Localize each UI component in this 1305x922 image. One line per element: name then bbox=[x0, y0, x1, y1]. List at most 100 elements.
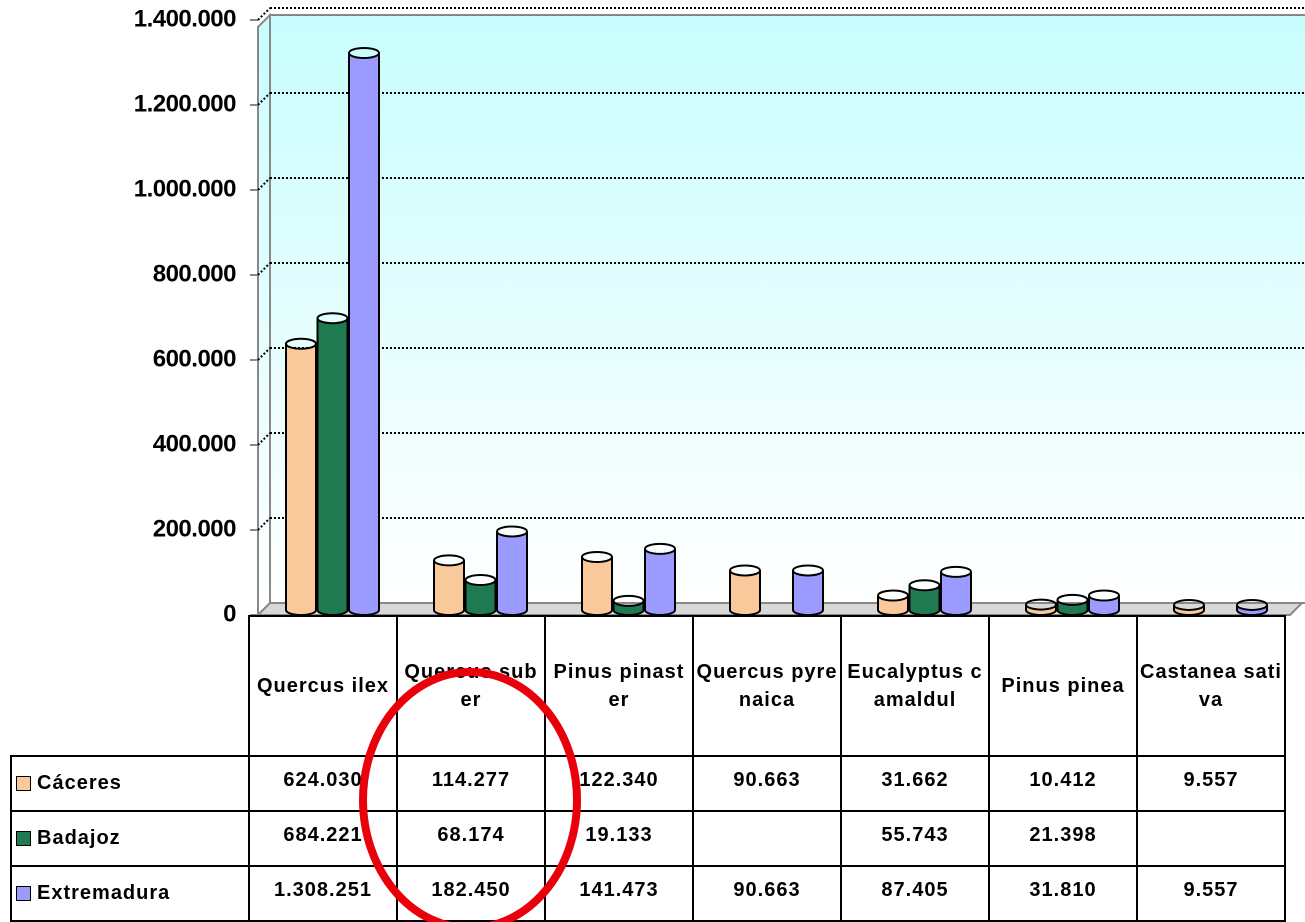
category-header-text: Castanea sativa bbox=[1140, 661, 1282, 711]
bar bbox=[316, 312, 349, 616]
category-header: Eucalyptus camaldul bbox=[840, 615, 990, 757]
bar bbox=[612, 594, 645, 616]
legend-key bbox=[16, 776, 31, 791]
table-value-text: 9.557 bbox=[1183, 769, 1239, 791]
category-header: Castanea sativa bbox=[1136, 615, 1286, 757]
y-tick-label: 600.000 bbox=[153, 345, 236, 372]
category-header: Quercus ilex bbox=[248, 615, 398, 757]
table-value-text: 21.398 bbox=[1029, 824, 1097, 846]
bar bbox=[643, 542, 677, 616]
back-wall bbox=[269, 14, 1305, 604]
legend-entry: Cáceres bbox=[10, 755, 250, 812]
y-tick-label: 1.000.000 bbox=[134, 175, 236, 202]
table-value: 90.663 bbox=[692, 865, 842, 922]
category-header-text: Quercus suber bbox=[404, 661, 538, 711]
legend-entry: Badajoz bbox=[10, 810, 250, 867]
bar bbox=[347, 47, 381, 616]
bar bbox=[495, 525, 529, 616]
table-value: 9.557 bbox=[1136, 865, 1286, 922]
category-header-text: Pinus pinaster bbox=[553, 661, 685, 711]
bar bbox=[432, 554, 466, 616]
y-tick-label: 1.200.000 bbox=[134, 90, 236, 117]
table-value-text: 10.412 bbox=[1029, 769, 1097, 791]
table-value: 87.405 bbox=[840, 865, 990, 922]
table-value-text: 114.277 bbox=[431, 769, 511, 791]
table-value-text: 31.662 bbox=[881, 769, 949, 791]
table-value: 141.473 bbox=[544, 865, 694, 922]
table-value: 624.030 bbox=[248, 755, 398, 812]
grid-line-side bbox=[257, 432, 271, 446]
grid-line-side bbox=[257, 92, 271, 106]
y-tick-label: 200.000 bbox=[153, 515, 236, 542]
y-tick-label: 400.000 bbox=[153, 430, 236, 457]
table-value: 684.221 bbox=[248, 810, 398, 867]
grid-line-side bbox=[257, 7, 271, 21]
table-value-text: 122.340 bbox=[579, 769, 659, 791]
table-value: 19.133 bbox=[544, 810, 694, 867]
table-value-text: 1.308.251 bbox=[274, 879, 372, 901]
bar bbox=[284, 337, 318, 616]
table-value-text: 624.030 bbox=[283, 769, 363, 791]
legend-key bbox=[16, 831, 31, 846]
left-wall bbox=[257, 12, 271, 618]
bar bbox=[1056, 593, 1089, 616]
grid-line-side bbox=[257, 177, 271, 191]
bar bbox=[791, 564, 825, 616]
bar bbox=[728, 564, 762, 616]
legend-entry: Extremadura bbox=[10, 865, 250, 922]
table-value-text: 31.810 bbox=[1029, 879, 1097, 901]
table-value: 10.412 bbox=[988, 755, 1138, 812]
y-tick-label: 1.400.000 bbox=[134, 5, 236, 32]
bar bbox=[939, 565, 973, 616]
table-value-text: 182.450 bbox=[431, 879, 511, 901]
bar bbox=[908, 579, 941, 616]
table-value-text: 684.221 bbox=[283, 824, 363, 846]
grid-line-side bbox=[257, 517, 271, 531]
bar bbox=[876, 589, 910, 616]
table-value-text: 141.473 bbox=[579, 879, 659, 901]
legend-key bbox=[16, 886, 31, 901]
table-value: 21.398 bbox=[988, 810, 1138, 867]
legend-label: Extremadura bbox=[37, 882, 171, 904]
table-value-text: 9.557 bbox=[1183, 879, 1239, 901]
table-value-text: 68.174 bbox=[437, 824, 505, 846]
table-value: 31.662 bbox=[840, 755, 990, 812]
legend-label: Badajoz bbox=[37, 827, 121, 849]
table-value: 122.340 bbox=[544, 755, 694, 812]
grid-line-side bbox=[257, 262, 271, 276]
table-value: 55.743 bbox=[840, 810, 990, 867]
category-header: Pinus pinea bbox=[988, 615, 1138, 757]
bar bbox=[1024, 598, 1058, 616]
category-header: Quercus pyrenaica bbox=[692, 615, 842, 757]
category-header: Quercus suber bbox=[396, 615, 546, 757]
table-value: 31.810 bbox=[988, 865, 1138, 922]
bar bbox=[1172, 598, 1206, 616]
table-value-text: 90.663 bbox=[733, 879, 801, 901]
table-value: 114.277 bbox=[396, 755, 546, 812]
table-value-text: 19.133 bbox=[585, 824, 653, 846]
grid-line-side bbox=[257, 347, 271, 361]
bar bbox=[1235, 598, 1269, 616]
legend-label: Cáceres bbox=[37, 772, 122, 794]
table-value-text: 87.405 bbox=[881, 879, 949, 901]
table-value: 9.557 bbox=[1136, 755, 1286, 812]
category-header-text: Eucalyptus camaldul bbox=[847, 661, 983, 711]
bar bbox=[1087, 589, 1121, 616]
y-tick-label: 0 bbox=[223, 600, 236, 627]
table-value: 90.663 bbox=[692, 755, 842, 812]
table-value: 182.450 bbox=[396, 865, 546, 922]
category-header-text: Quercus ilex bbox=[256, 675, 390, 697]
y-tick-label: 800.000 bbox=[153, 260, 236, 287]
table-value-text: 55.743 bbox=[881, 824, 949, 846]
category-header: Pinus pinaster bbox=[544, 615, 694, 757]
table-value bbox=[1136, 810, 1286, 867]
table-value bbox=[692, 810, 842, 867]
category-header-text: Pinus pinea bbox=[1001, 675, 1125, 697]
bar bbox=[464, 574, 497, 616]
bar bbox=[580, 551, 614, 616]
table-value: 1.308.251 bbox=[248, 865, 398, 922]
table-value: 68.174 bbox=[396, 810, 546, 867]
category-header-text: Quercus pyrenaica bbox=[696, 661, 838, 711]
